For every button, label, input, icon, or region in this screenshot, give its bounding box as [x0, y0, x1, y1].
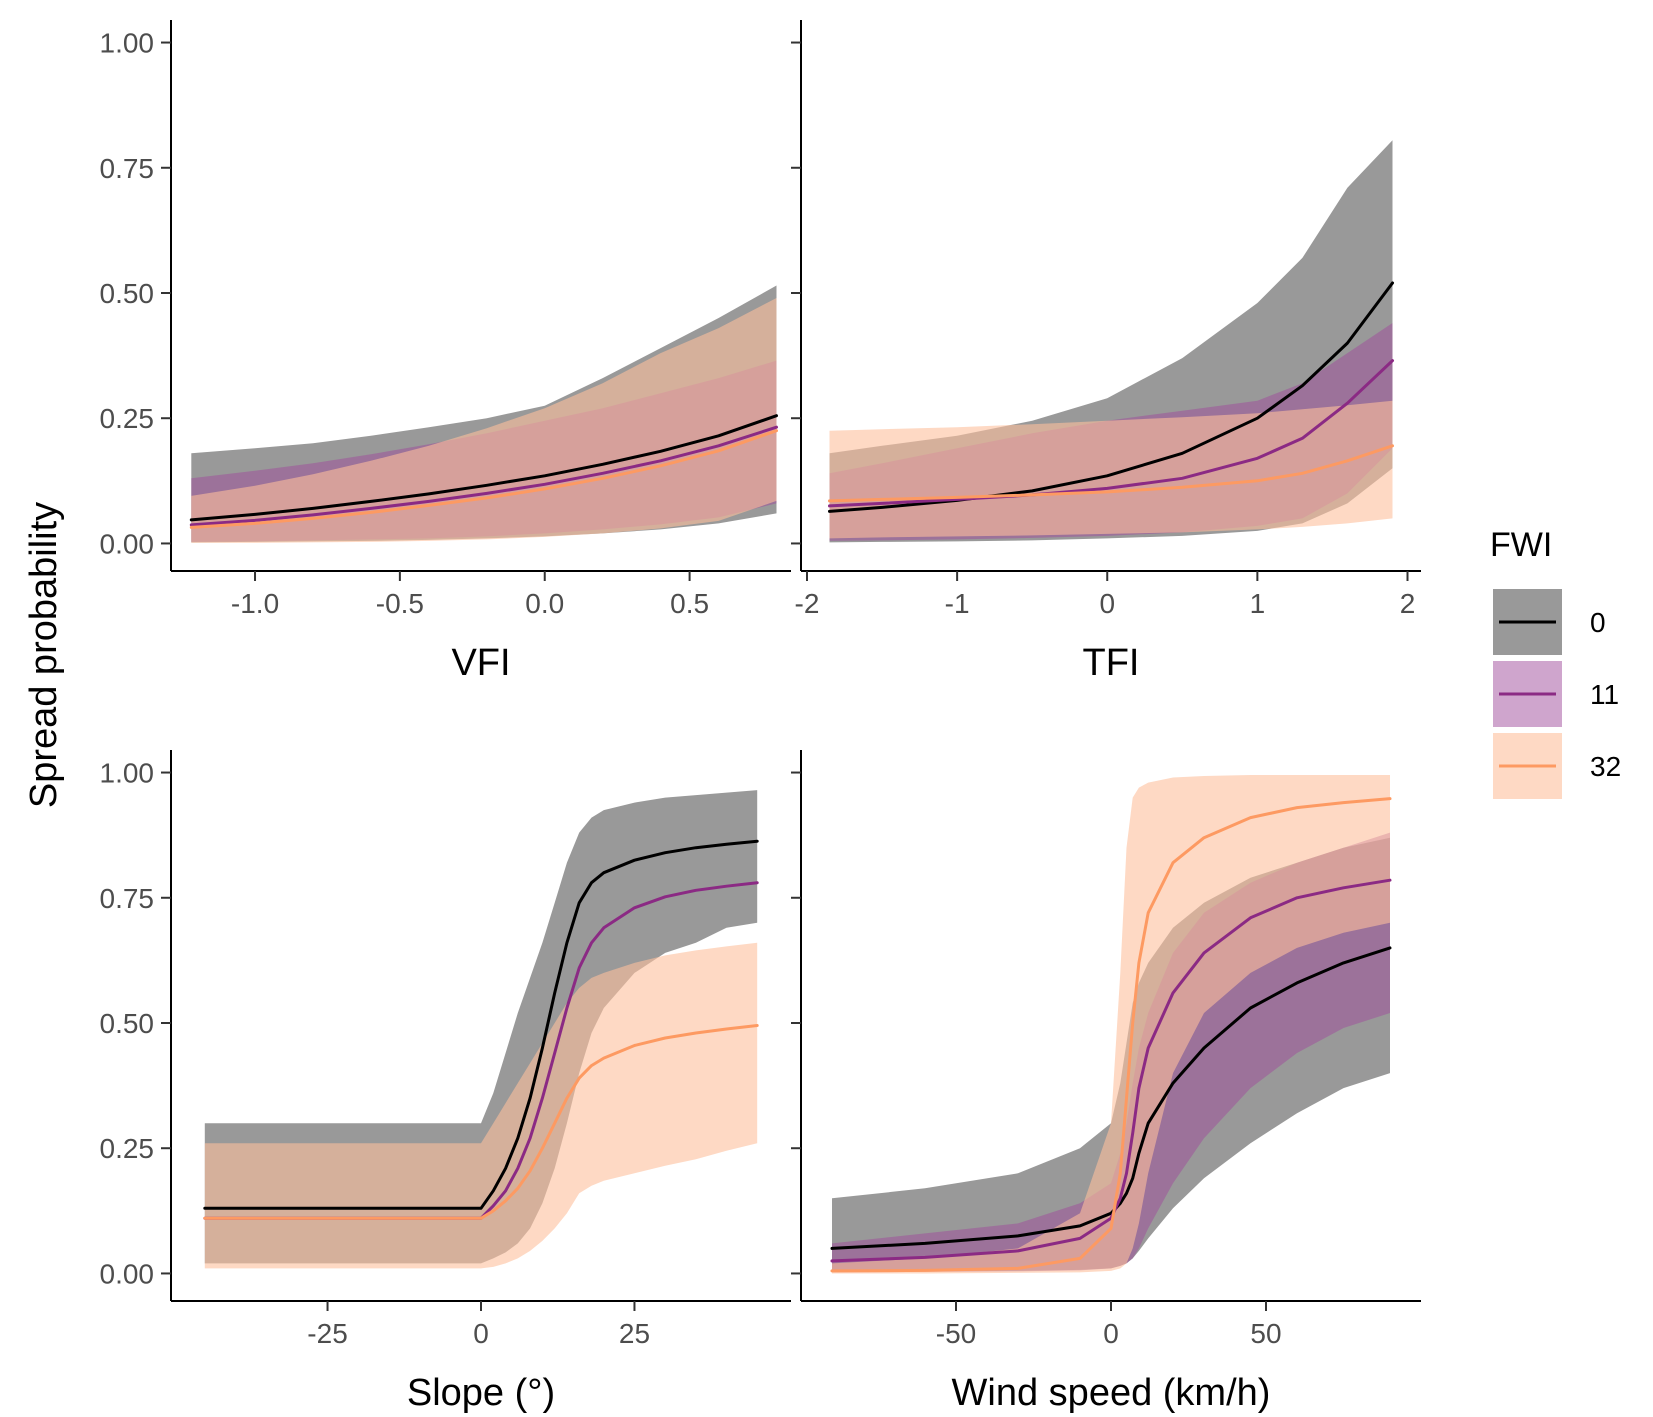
- ci-band-fwi-32: [829, 400, 1393, 539]
- x-tick-label: 25: [619, 1318, 650, 1349]
- legend-title: FWI: [1490, 526, 1552, 564]
- line-fwi-32: [203, 1024, 759, 1220]
- y-tick-label: 0.50: [100, 1008, 155, 1039]
- y-tick-label: 0.75: [100, 153, 155, 184]
- legend-key-fwi-0: 0: [1493, 589, 1606, 655]
- panels: 0.000.250.500.751.00-1.0 -0.5 0.0 0.5VFI-2-…: [100, 20, 1421, 1414]
- x-tick-label: -1.0: [231, 588, 279, 619]
- y-tick-label: 0.75: [100, 883, 155, 914]
- ci-band-fwi-32: [191, 298, 777, 543]
- legend-key-fwi-32: 32: [1493, 733, 1621, 799]
- legend-key-fwi-11: 11: [1493, 661, 1619, 727]
- x-tick-label: -1: [945, 588, 970, 619]
- line-fwi-11: [189, 425, 778, 527]
- x-tick-label: 2: [1400, 588, 1416, 619]
- x-axis-title: Wind speed (km/h): [952, 1372, 1271, 1414]
- line-fwi-32: [828, 444, 1394, 503]
- legend-label: 32: [1590, 751, 1621, 782]
- x-tick-label: -0.5: [376, 588, 424, 619]
- panel-1: 0.00 0.25 0.50 0.75 1.00 -1.0 -0.5 0.0 0.5 VFI: [100, 20, 791, 684]
- legend-label: 11: [1590, 679, 1619, 710]
- ci-band-fwi-32: [832, 775, 1390, 1274]
- x-tick-label: -2: [795, 588, 820, 619]
- legend: FWI 0 11 32: [1490, 526, 1621, 799]
- line-fwi-0: [830, 946, 1392, 1250]
- line-fwi-0: [203, 839, 759, 1210]
- x-tick-label: 50: [1250, 1318, 1281, 1349]
- ci-band-fwi-32: [204, 942, 758, 1269]
- line-fwi-0: [189, 414, 778, 522]
- x-tick-label: 0.0: [525, 588, 564, 619]
- panel-3: 0.00 0.25 0.50 0.75 1.00 -25 0 25 Slope (°): [100, 750, 791, 1414]
- y-axis-title: Spread probability: [23, 502, 65, 808]
- x-tick-label: 0: [473, 1318, 489, 1349]
- y-tick-label: 1.00: [100, 758, 155, 789]
- line-fwi-11: [830, 878, 1392, 1263]
- panel-4: -50 0 50 Wind speed (km/h): [791, 750, 1421, 1414]
- y-tick-label: 1.00: [100, 28, 155, 59]
- x-tick-label: 0.5: [670, 588, 709, 619]
- x-axis-title: VFI: [451, 642, 510, 684]
- line-fwi-11: [828, 359, 1394, 508]
- x-tick-label: 0: [1103, 1318, 1119, 1349]
- x-tick-label: -25: [307, 1318, 347, 1349]
- x-tick-label: 0: [1099, 588, 1115, 619]
- y-tick-label: 0.25: [100, 1133, 155, 1164]
- panel-2: -2 -1 0 1 2 TFI: [791, 20, 1421, 684]
- line-fwi-0: [828, 281, 1394, 513]
- x-axis-title: TFI: [1083, 642, 1140, 684]
- y-tick-label: 0.50: [100, 278, 155, 309]
- y-tick-label: 0.00: [100, 528, 155, 559]
- line-fwi-32: [830, 797, 1392, 1273]
- x-axis-title: Slope (°): [407, 1372, 555, 1414]
- x-tick-label: 1: [1250, 588, 1266, 619]
- legend-label: 0: [1590, 607, 1606, 638]
- y-tick-label: 0.00: [100, 1258, 155, 1289]
- x-tick-label: -50: [936, 1318, 976, 1349]
- line-fwi-32: [189, 429, 778, 529]
- y-tick-label: 0.25: [100, 403, 155, 434]
